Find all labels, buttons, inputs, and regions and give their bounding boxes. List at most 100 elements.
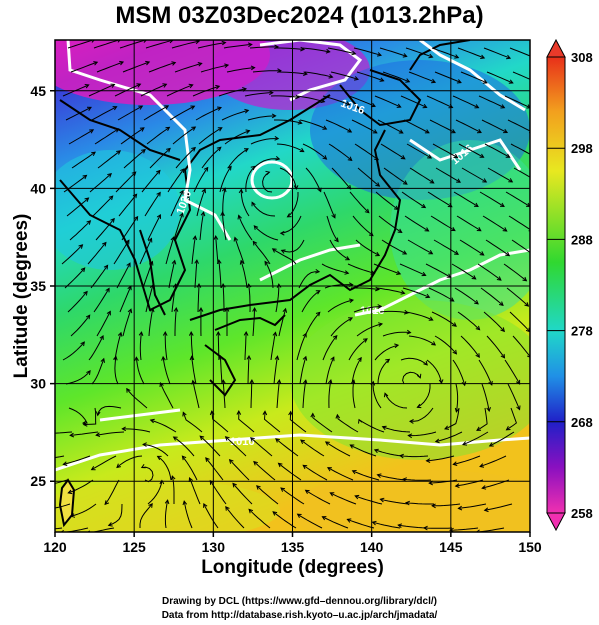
wind-streamline bbox=[63, 175, 87, 193]
wind-arrowhead bbox=[376, 473, 382, 478]
wind-streamline bbox=[117, 105, 143, 121]
wind-arrowhead bbox=[320, 98, 326, 104]
wind-arrowhead bbox=[502, 227, 508, 232]
wind-streamline bbox=[323, 191, 336, 219]
wind-arrowhead bbox=[526, 353, 530, 358]
wind-streamline bbox=[325, 441, 351, 457]
wind-streamline bbox=[355, 495, 383, 505]
wind-streamline bbox=[252, 241, 271, 265]
wind-streamline bbox=[407, 239, 433, 255]
wind-streamline bbox=[511, 239, 530, 253]
wind-arrowhead bbox=[217, 106, 222, 111]
wind-arrowhead bbox=[354, 494, 360, 500]
wind-arrowhead bbox=[317, 187, 322, 193]
wind-arrowhead bbox=[279, 230, 285, 236]
y-tick-label: 40 bbox=[30, 180, 46, 196]
wind-streamline bbox=[456, 215, 482, 232]
wind-arrowhead bbox=[274, 44, 280, 50]
wind-streamline bbox=[140, 83, 167, 97]
wind-streamline bbox=[481, 383, 490, 412]
wind-streamline bbox=[489, 431, 515, 447]
wind-streamline bbox=[147, 480, 163, 505]
wind-arrowhead bbox=[456, 79, 462, 84]
wind-arrowhead bbox=[454, 250, 459, 255]
wind-streamline bbox=[484, 143, 510, 158]
wind-arrowhead bbox=[425, 458, 431, 463]
wind-arrowhead bbox=[133, 215, 139, 221]
wind-arrowhead bbox=[347, 128, 353, 133]
wind-arrowhead bbox=[249, 378, 255, 384]
wind-arrowhead bbox=[244, 148, 249, 153]
wind-streamline bbox=[276, 143, 304, 153]
wind-streamline bbox=[139, 238, 152, 265]
wind-streamline bbox=[402, 478, 432, 481]
wind-arrowhead bbox=[188, 477, 194, 483]
wind-streamline bbox=[220, 355, 223, 385]
wind-arrowhead bbox=[110, 83, 116, 88]
colorbar-gradient bbox=[546, 56, 566, 514]
wind-streamline bbox=[331, 167, 351, 190]
wind-streamline bbox=[325, 119, 352, 133]
wind-streamline bbox=[194, 260, 198, 289]
wind-arrowhead bbox=[89, 129, 95, 134]
wind-streamline bbox=[238, 411, 255, 433]
x-tick-label: 145 bbox=[439, 539, 463, 555]
wind-arrowhead bbox=[428, 316, 434, 321]
wind-streamline bbox=[381, 239, 407, 255]
wind-streamline bbox=[193, 167, 209, 193]
wind-streamline bbox=[143, 443, 169, 457]
wind-arrowhead bbox=[424, 227, 430, 232]
wind-arrowhead bbox=[256, 485, 261, 490]
wind-streamline bbox=[426, 95, 453, 109]
wind-arrowhead bbox=[403, 309, 409, 315]
wind-arrowhead bbox=[164, 499, 170, 505]
wind-arrowhead bbox=[247, 42, 253, 48]
wind-streamline bbox=[276, 47, 305, 50]
wind-arrowhead bbox=[457, 505, 463, 511]
wind-arrowhead bbox=[532, 154, 536, 157]
wind-arrowhead bbox=[275, 438, 280, 443]
wind-streamline bbox=[164, 332, 168, 361]
colorbar-min-triangle bbox=[546, 512, 566, 532]
wind-arrowhead bbox=[450, 226, 456, 232]
wind-arrowhead bbox=[394, 343, 400, 349]
wind-arrowhead bbox=[479, 251, 485, 256]
wind-arrowhead bbox=[224, 306, 230, 312]
wind-arrowhead bbox=[44, 431, 48, 435]
wind-streamline bbox=[296, 333, 307, 361]
wind-streamline bbox=[96, 311, 111, 337]
wind-arrowhead bbox=[483, 507, 489, 513]
wind-streamline bbox=[380, 498, 409, 505]
wind-arrowhead bbox=[108, 195, 114, 201]
wind-arrowhead bbox=[156, 213, 161, 219]
wind-streamline bbox=[222, 283, 225, 312]
wind-arrowhead bbox=[422, 525, 428, 531]
wind-arrowhead bbox=[453, 153, 459, 159]
wind-arrowhead bbox=[363, 338, 368, 343]
wind-streamline bbox=[244, 331, 247, 361]
wind-streamline bbox=[373, 263, 401, 275]
wind-arrowhead bbox=[325, 48, 331, 54]
wind-streamline bbox=[506, 407, 517, 431]
wind-streamline bbox=[355, 239, 380, 256]
colorbar-tick-label: 268 bbox=[571, 415, 593, 430]
wind-arrowhead bbox=[171, 61, 177, 66]
wind-arrowhead bbox=[203, 166, 209, 172]
wind-streamline bbox=[171, 40, 200, 49]
wind-arrowhead bbox=[252, 306, 257, 312]
wind-streamline bbox=[119, 40, 147, 49]
wind-streamline bbox=[189, 477, 201, 505]
wind-streamline bbox=[372, 521, 401, 529]
wind-streamline bbox=[65, 370, 91, 385]
wind-streamline bbox=[330, 492, 357, 505]
wind-streamline bbox=[513, 167, 530, 178]
wind-arrowhead bbox=[181, 455, 187, 461]
wind-streamline bbox=[326, 215, 339, 242]
wind-arrowhead bbox=[331, 213, 336, 219]
wind-arrowhead bbox=[375, 182, 381, 187]
wind-streamline bbox=[402, 371, 421, 385]
wind-arrowhead bbox=[506, 54, 512, 60]
wind-streamline bbox=[289, 411, 307, 433]
wind-streamline bbox=[302, 380, 307, 409]
